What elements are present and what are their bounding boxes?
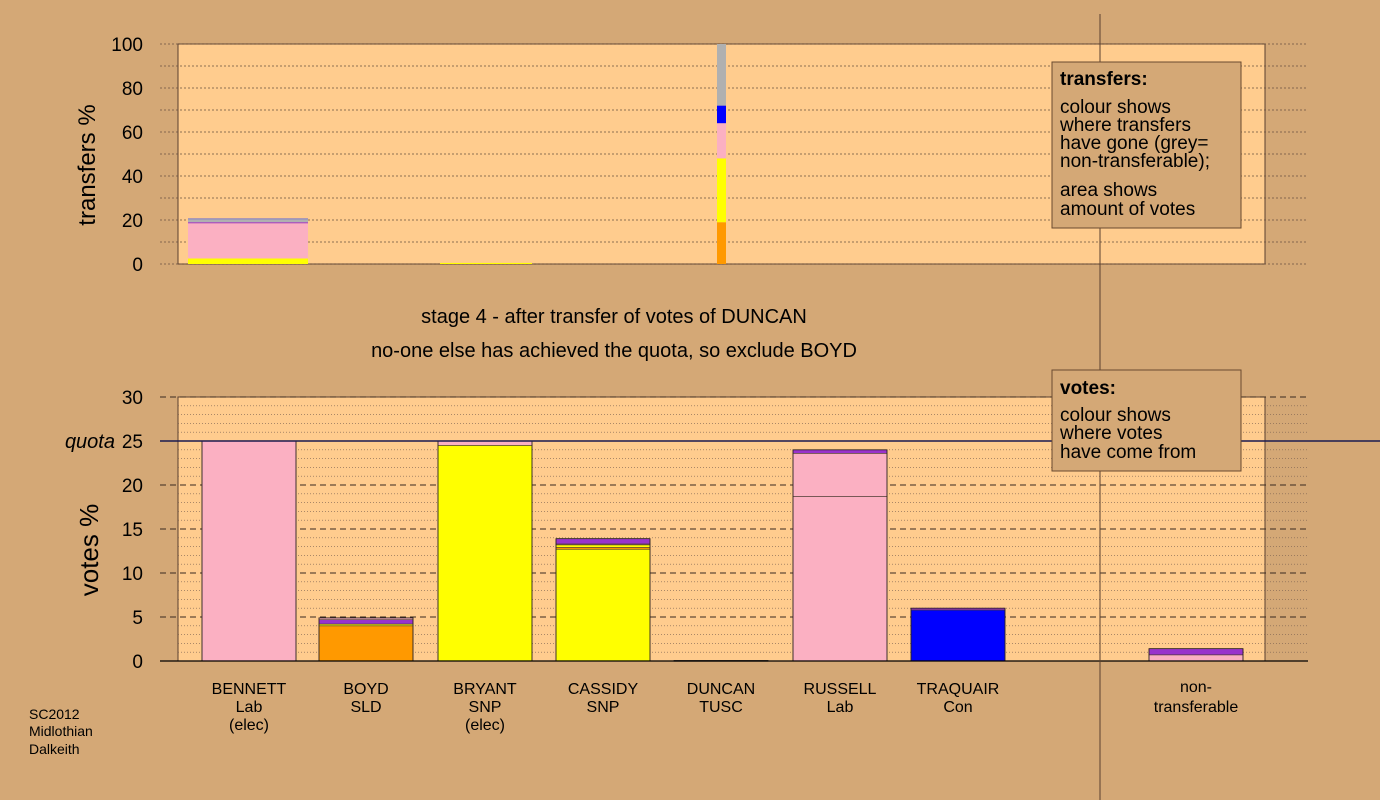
candidate-labels: BENNETTLab(elec)BOYDSLDBRYANTSNP(elec)CA… bbox=[212, 679, 1239, 734]
bottom-chart-bars bbox=[160, 440, 1380, 662]
candidate-party: SNP bbox=[469, 699, 502, 716]
top-tick-label: 0 bbox=[132, 255, 143, 276]
candidate-note: (elec) bbox=[229, 717, 269, 734]
bottom-tick-label: 5 bbox=[132, 608, 143, 629]
bottom-bar-segment bbox=[1148, 654, 1244, 662]
bottom-tick-label: 10 bbox=[122, 564, 143, 585]
top-bar-segment bbox=[717, 123, 726, 159]
bottom-tick-label: 15 bbox=[122, 520, 143, 541]
legend-votes-line: have come from bbox=[1060, 442, 1196, 463]
top-bar-segment bbox=[188, 222, 308, 224]
legend-transfers-line: area shows bbox=[1060, 180, 1157, 201]
quota-label: quota bbox=[65, 431, 115, 453]
candidate-name: CASSIDY bbox=[568, 681, 639, 698]
nontransferable-label: non- bbox=[1180, 679, 1212, 696]
footer-line: Dalkeith bbox=[29, 741, 80, 757]
legend-votes-line: where votes bbox=[1059, 423, 1162, 444]
candidate-name: BENNETT bbox=[212, 681, 287, 698]
top-bar-segment bbox=[188, 258, 308, 264]
stage-heading: stage 4 - after transfer of votes of DUN… bbox=[421, 306, 807, 328]
legend-transfers-line: non-transferable); bbox=[1060, 151, 1210, 172]
candidate-note: (elec) bbox=[465, 717, 505, 734]
candidate-party: Lab bbox=[827, 699, 854, 716]
top-bar-segment bbox=[717, 222, 726, 264]
legend-votes-title: votes: bbox=[1060, 378, 1116, 399]
nontransferable-label: transferable bbox=[1154, 699, 1239, 716]
legend-transfers: transfers: colour shows where transfers … bbox=[1051, 61, 1242, 229]
top-bar-segment bbox=[717, 158, 726, 223]
bottom-bar-segment bbox=[555, 548, 651, 662]
bottom-ylabel: votes % bbox=[74, 504, 104, 597]
footer-line: Midlothian bbox=[29, 723, 93, 739]
candidate-name: BOYD bbox=[343, 681, 388, 698]
candidate-party: Con bbox=[943, 699, 972, 716]
legend-transfers-line: colour shows bbox=[1060, 97, 1171, 118]
top-tick-label: 80 bbox=[122, 79, 143, 100]
bottom-bar-segment bbox=[792, 453, 888, 497]
legend-transfers-line: have gone (grey= bbox=[1060, 133, 1208, 154]
bottom-tick-label: 30 bbox=[122, 388, 143, 409]
legend-transfers-box bbox=[1051, 61, 1242, 229]
bottom-bar-segment bbox=[318, 619, 414, 625]
legend-votes-box bbox=[1051, 369, 1242, 472]
bottom-bar-segment bbox=[792, 449, 888, 454]
top-tick-label: 20 bbox=[122, 211, 143, 232]
bottom-tick-label: 20 bbox=[122, 476, 143, 497]
legend-transfers-line: where transfers bbox=[1059, 115, 1191, 136]
top-ylabel: transfers % bbox=[74, 104, 101, 225]
top-chart-axis: 0 20 40 60 80 100 bbox=[111, 35, 143, 276]
footer-line: SC2012 bbox=[29, 706, 80, 722]
candidate-party: Lab bbox=[236, 699, 263, 716]
candidate-name: RUSSELL bbox=[804, 681, 877, 698]
candidate-name: TRAQUAIR bbox=[917, 681, 1000, 698]
bottom-bar-segment bbox=[555, 544, 651, 548]
top-tick-label: 40 bbox=[122, 167, 143, 188]
bottom-bar-segment bbox=[792, 496, 888, 662]
top-bar-segment bbox=[188, 218, 308, 223]
bottom-tick-label: 25 bbox=[122, 432, 143, 453]
bottom-bar-segment bbox=[437, 445, 533, 662]
candidate-party: TUSC bbox=[699, 699, 743, 716]
action-heading: no-one else has achieved the quota, so e… bbox=[371, 340, 857, 362]
top-tick-label: 100 bbox=[111, 35, 143, 56]
bottom-bar-segment bbox=[1148, 648, 1244, 656]
top-tick-label: 60 bbox=[122, 123, 143, 144]
top-bar-segment bbox=[188, 223, 308, 259]
top-chart-bars bbox=[188, 44, 726, 264]
candidate-name: DUNCAN bbox=[687, 681, 755, 698]
bottom-chart-axis: 0 5 10 15 20 25 30 quota bbox=[65, 388, 143, 673]
bottom-bar-segment bbox=[910, 609, 1006, 662]
top-bar-segment bbox=[717, 105, 726, 124]
candidate-party: SLD bbox=[350, 699, 381, 716]
candidate-party: SNP bbox=[587, 699, 620, 716]
candidate-name: BRYANT bbox=[453, 681, 517, 698]
bottom-bar-segment bbox=[201, 440, 297, 662]
bottom-tick-label: 0 bbox=[132, 652, 143, 673]
bottom-bar-segment bbox=[318, 625, 414, 662]
legend-votes-line: colour shows bbox=[1060, 405, 1171, 426]
legend-transfers-line: amount of votes bbox=[1060, 199, 1195, 220]
footer: SC2012 Midlothian Dalkeith bbox=[29, 706, 93, 757]
legend-transfers-title: transfers: bbox=[1060, 69, 1148, 90]
legend-votes: votes: colour shows where votes have com… bbox=[1051, 369, 1242, 472]
top-bar-segment bbox=[440, 262, 532, 264]
bottom-bar-segment bbox=[555, 538, 651, 545]
top-bar-segment bbox=[717, 44, 726, 106]
